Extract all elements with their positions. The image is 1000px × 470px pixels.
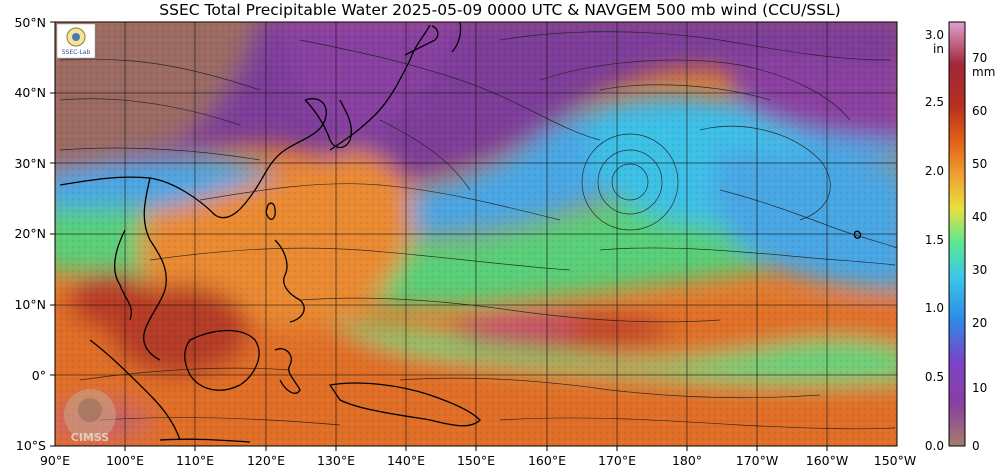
cb-inch-label: 0.5: [925, 370, 944, 384]
cimss-logo-text: CIMSS: [71, 431, 110, 444]
cb-mm-label: 70: [972, 51, 987, 65]
tpw-field: CIMSS: [55, 22, 897, 446]
lon-label: 170°W: [736, 453, 778, 468]
lon-label: 150°E: [457, 453, 495, 468]
ssec-badge-text: SSEC-Lab: [62, 49, 91, 56]
ssec-badge: SSEC-Lab: [56, 23, 96, 59]
cb-mm-label: 60: [972, 104, 987, 118]
lon-label: 170°E: [598, 453, 636, 468]
cb-mm-label: 0: [972, 439, 980, 453]
lon-label: 180°: [672, 453, 702, 468]
cb-inch-label: 2.0: [925, 164, 944, 178]
lat-label: 50°N: [14, 15, 46, 30]
cb-inch-label: 2.5: [925, 95, 944, 109]
lat-label: 40°N: [14, 85, 46, 100]
longitude-labels: 90°E 100°E 110°E 120°E 130°E 140°E 150°E…: [40, 453, 916, 468]
lon-label: 160°E: [528, 453, 566, 468]
lon-label: 150°W: [874, 453, 916, 468]
cb-mm-label: 50: [972, 157, 987, 171]
cb-mm-label: 40: [972, 210, 987, 224]
lon-label: 130°E: [317, 453, 355, 468]
cb-mm-label: 30: [972, 263, 987, 277]
cb-mm-label: 20: [972, 316, 987, 330]
cb-mm-unit: mm: [972, 65, 995, 79]
cb-inch-label: 3.0: [925, 28, 944, 42]
lat-label: 20°N: [14, 226, 46, 241]
lon-label: 100°E: [106, 453, 144, 468]
lon-label: 140°E: [387, 453, 425, 468]
cb-inch-label: 1.5: [925, 233, 944, 247]
lat-label: 30°N: [14, 156, 46, 171]
lat-label: 10°N: [14, 297, 46, 312]
graticule: [55, 22, 897, 446]
cb-mm-label: 10: [972, 381, 987, 395]
colorbar-mm-ticks: 70 mm 60 50 40 30 20 10 0: [972, 51, 995, 453]
lon-label: 160°W: [806, 453, 848, 468]
colorbar: 3.0 in 2.5 2.0 1.5 1.0 0.5 0.0 70 mm 60 …: [925, 21, 995, 453]
map-title: SSEC Total Precipitable Water 2025-05-09…: [159, 1, 841, 19]
cimss-logo: CIMSS: [64, 389, 116, 444]
lon-label: 120°E: [247, 453, 285, 468]
wind-streamlines: [59, 31, 897, 430]
lon-label: 90°E: [40, 453, 70, 468]
cb-inch-unit: in: [933, 42, 944, 56]
lat-label: 10°S: [16, 438, 46, 453]
lon-label: 110°E: [176, 453, 214, 468]
cb-inch-label: 0.0: [925, 439, 944, 453]
colorbar-inch-ticks: 3.0 in 2.5 2.0 1.5 1.0 0.5 0.0: [925, 28, 944, 453]
coastlines: [59, 22, 862, 443]
latitude-labels: 50°N 40°N 30°N 20°N 10°N 0° 10°S: [14, 15, 46, 453]
lat-label: 0°: [32, 368, 46, 383]
cb-inch-label: 1.0: [925, 301, 944, 315]
